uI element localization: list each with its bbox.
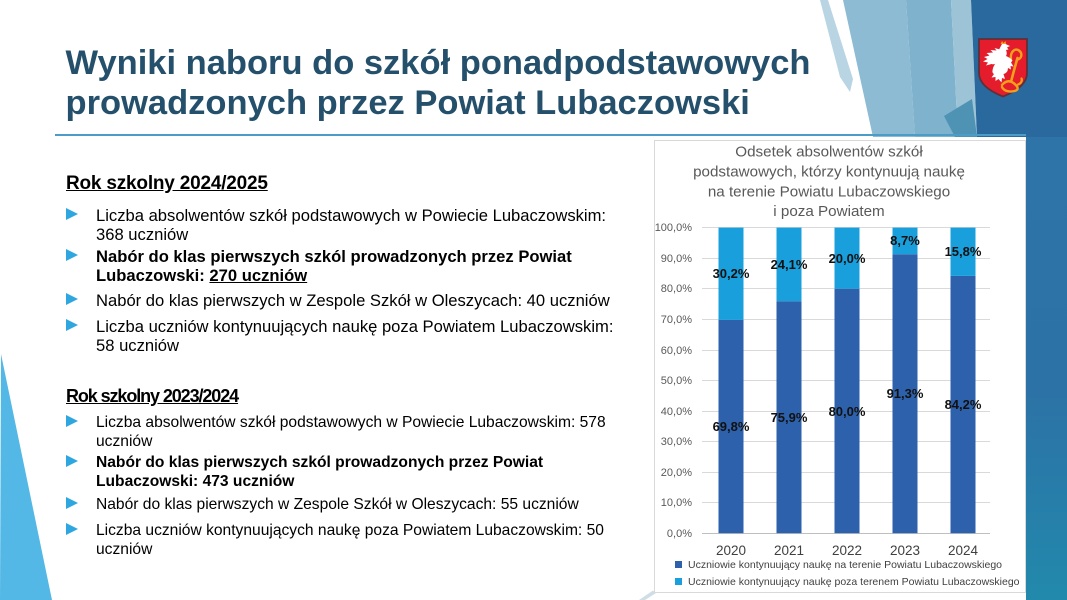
svg-text:i poza Powiatem: i poza Powiatem bbox=[773, 203, 884, 220]
svg-text:30,2%: 30,2% bbox=[713, 266, 750, 281]
svg-text:40,0%: 40,0% bbox=[661, 406, 692, 418]
svg-text:75,9%: 75,9% bbox=[771, 410, 808, 425]
svg-text:Odsetek absolwentów szkół: Odsetek absolwentów szkół bbox=[735, 144, 923, 161]
svg-text:10,0%: 10,0% bbox=[661, 497, 692, 509]
svg-text:na terenie Powiatu Lubaczowski: na terenie Powiatu Lubaczowskiego bbox=[708, 184, 950, 201]
svg-text:podstawowych, którzy kontynuuj: podstawowych, którzy kontynuują naukę bbox=[693, 164, 965, 181]
svg-text:2023: 2023 bbox=[890, 543, 920, 558]
svg-text:24,1%: 24,1% bbox=[771, 257, 808, 272]
svg-text:2024: 2024 bbox=[948, 543, 979, 558]
svg-text:90,0%: 90,0% bbox=[661, 253, 692, 265]
svg-text:30,0%: 30,0% bbox=[661, 436, 692, 448]
svg-text:2020: 2020 bbox=[716, 543, 746, 558]
svg-text:70,0%: 70,0% bbox=[661, 314, 692, 326]
svg-text:2022: 2022 bbox=[832, 543, 862, 558]
svg-text:15,8%: 15,8% bbox=[945, 244, 982, 259]
svg-text:20,0%: 20,0% bbox=[661, 467, 692, 479]
svg-text:84,2%: 84,2% bbox=[945, 397, 982, 412]
svg-text:60,0%: 60,0% bbox=[661, 345, 692, 357]
svg-text:Uczniowie kontynuujący naukę n: Uczniowie kontynuujący naukę na terenie … bbox=[688, 559, 1002, 571]
svg-text:50,0%: 50,0% bbox=[661, 375, 692, 387]
svg-text:69,8%: 69,8% bbox=[713, 419, 750, 434]
svg-text:20,0%: 20,0% bbox=[829, 251, 866, 266]
svg-text:2021: 2021 bbox=[774, 543, 804, 558]
svg-text:100,0%: 100,0% bbox=[655, 222, 693, 234]
svg-text:80,0%: 80,0% bbox=[661, 283, 692, 295]
svg-text:8,7%: 8,7% bbox=[890, 233, 920, 248]
svg-text:91,3%: 91,3% bbox=[887, 386, 924, 401]
svg-text:Uczniowie kontynuujący naukę p: Uczniowie kontynuujący naukę poza terene… bbox=[688, 576, 1020, 588]
svg-text:80,0%: 80,0% bbox=[829, 404, 866, 419]
svg-text:0,0%: 0,0% bbox=[667, 528, 692, 540]
